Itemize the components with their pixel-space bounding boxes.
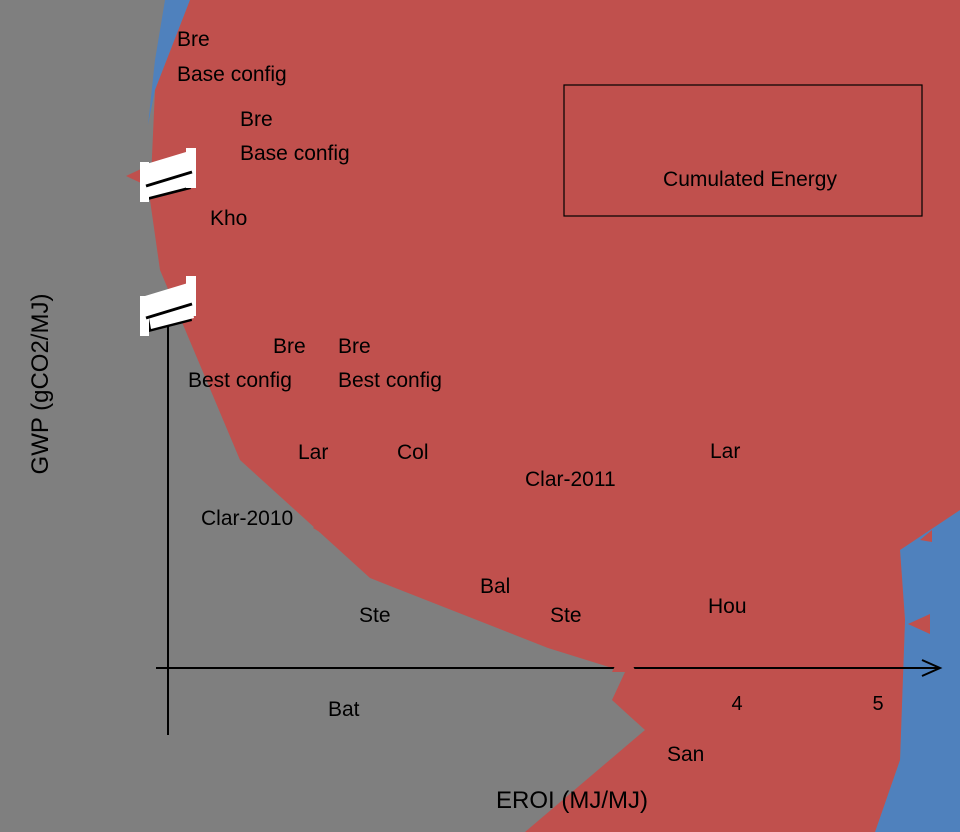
- y-axis-title: GWP (gCO2/MJ): [27, 294, 54, 475]
- axis-break-marker-bottom: [140, 276, 196, 336]
- point-label: San: [667, 743, 704, 766]
- point-label: Clar-2010: [201, 507, 293, 530]
- blue-region-top: [148, 0, 190, 125]
- legend-label: Cumulated Energy: [663, 168, 837, 191]
- point-sublabel: Base config: [240, 142, 350, 165]
- x-axis-arrowhead: [921, 659, 943, 677]
- point-label: Bre: [273, 335, 306, 358]
- point-label: Col: [397, 441, 429, 464]
- point-label: Kho: [210, 207, 247, 230]
- point-label: Lar: [710, 440, 740, 463]
- point-label: Bre: [240, 108, 273, 131]
- red-region: [150, 0, 960, 832]
- x-tick-label: 5: [872, 693, 883, 715]
- point-label: Clar-2011: [525, 468, 616, 491]
- point-label: Ste: [359, 604, 391, 627]
- point-label: Hou: [708, 595, 747, 618]
- marker-triangle: [908, 614, 930, 634]
- point-sublabel: Best config: [338, 369, 442, 392]
- point-sublabel: Base config: [177, 63, 287, 86]
- legend-box: [563, 84, 923, 217]
- point-label: Ste: [550, 604, 582, 627]
- point-label: Bal: [480, 575, 510, 598]
- x-axis-title: EROI (MJ/MJ): [496, 787, 648, 814]
- point-label: Bre: [338, 335, 371, 358]
- point-sublabel: Best config: [188, 369, 292, 392]
- blue-region-right: [875, 510, 960, 832]
- point-label: Lar: [298, 441, 328, 464]
- axis-break-marker-top: [126, 148, 196, 202]
- marker-triangle: [920, 530, 932, 542]
- marker-triangle: [313, 518, 323, 534]
- point-label: Bat: [328, 698, 360, 721]
- point-label: Bre: [177, 28, 210, 51]
- marker-triangle: [612, 648, 636, 672]
- x-tick-label: 4: [731, 693, 742, 715]
